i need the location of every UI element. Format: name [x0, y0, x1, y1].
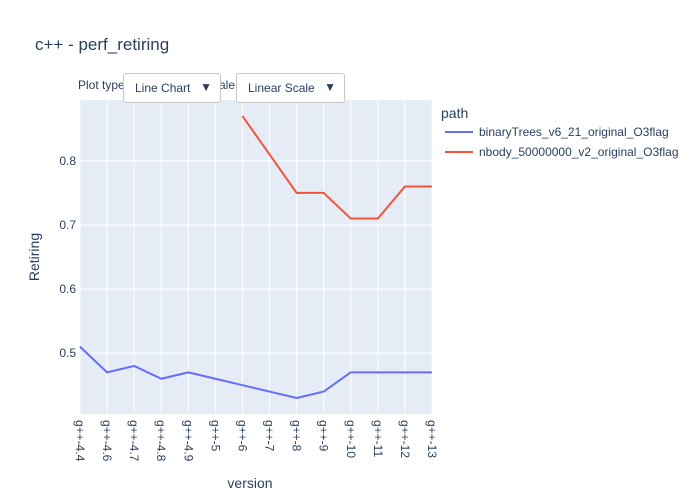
legend-items: binaryTrees_v6_21_original_O3flag nbody_5…: [445, 125, 679, 159]
chevron-down-icon: ▼: [324, 80, 336, 94]
y-tick-label: 0.5: [59, 346, 76, 360]
x-tick-label: g++-11: [371, 420, 385, 457]
x-axis-title: version: [227, 475, 272, 491]
legend-label: binaryTrees_v6_21_original_O3flag: [479, 125, 669, 139]
x-tick-label: g++-4.6: [100, 420, 114, 462]
series-line-1: [79, 345, 432, 399]
y-tick-label: 0.8: [59, 154, 76, 168]
y-axis-title: Retiring: [26, 233, 42, 281]
y-tick-label: 0.7: [59, 218, 76, 232]
scale-value: Linear Scale: [248, 81, 315, 95]
x-tick-labels: g++-4.4 g++-4.6 g++-4.7 g++-4.8 g++-4.9 g++-5…: [73, 420, 439, 462]
plot-type-value: Line Chart: [135, 81, 191, 95]
x-tick-label: g++-4.7: [127, 420, 141, 462]
x-tick-label: g++-6: [235, 420, 249, 452]
x-tick-label: g++-9: [317, 420, 331, 452]
x-tick-label: g++-4.8: [154, 420, 168, 462]
y-tick-labels: 0.5 0.6 0.7 0.8: [59, 154, 76, 360]
plot-area: [80, 100, 432, 414]
x-tick-label: g++-5: [208, 420, 222, 452]
legend: path binaryTrees_v6_21_original_O3flagnb…: [441, 105, 679, 159]
plot-type-dropdown[interactable]: Line Chart ▼: [123, 73, 221, 103]
plot-type-label: Plot type:: [78, 78, 129, 92]
x-tick-label: g++-4.9: [181, 420, 195, 462]
scale-dropdown[interactable]: Linear Scale ▼: [236, 73, 345, 103]
chevron-down-icon: ▼: [200, 80, 212, 94]
series-line-2: [241, 115, 432, 220]
legend-label: nbody_50000000_v2_original_O3flag: [479, 145, 679, 159]
legend-item[interactable]: nbody_50000000_v2_original_O3flag: [445, 145, 679, 159]
legend-title: path: [441, 105, 468, 121]
x-tick-label: g++-12: [398, 420, 412, 458]
x-tick-label: g++-7: [263, 420, 277, 452]
grid-layer: [79, 100, 433, 414]
y-tick-label: 0.6: [59, 282, 76, 296]
x-tick-label: g++-8: [290, 420, 304, 452]
chart-title: c++ - perf_retiring: [35, 35, 169, 54]
legend-item[interactable]: binaryTrees_v6_21_original_O3flag: [445, 125, 669, 139]
x-tick-label: g++-4.4: [73, 420, 87, 462]
x-tick-label: g++-10: [344, 420, 358, 458]
series-layer: [79, 115, 432, 399]
x-tick-label: g++-13: [425, 420, 439, 458]
